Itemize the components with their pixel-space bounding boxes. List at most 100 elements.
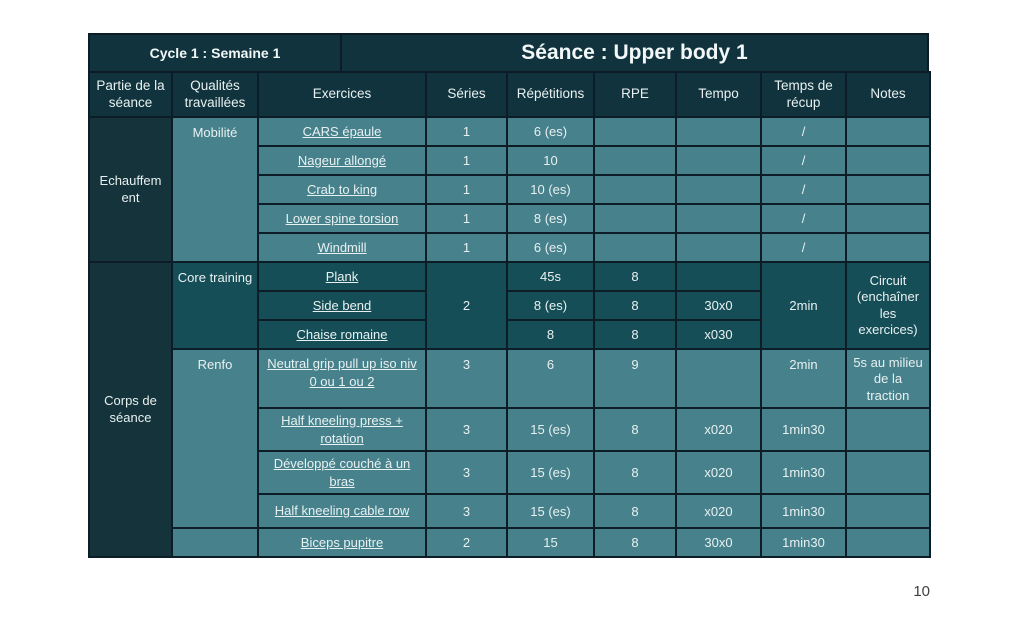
exercise-cell: Plank [257, 261, 427, 292]
exercise-link[interactable]: Plank [325, 268, 359, 284]
exercise-cell: Side bend [257, 290, 427, 321]
rpe-cell: 8 [593, 527, 677, 558]
exercise-cell: Nageur allongé [257, 145, 427, 176]
reps-cell: 15 (es) [506, 450, 595, 495]
recovery-cell: / [760, 203, 847, 234]
recovery-cell: 1min30 [760, 527, 847, 558]
recovery-cell: / [760, 174, 847, 205]
tempo-cell: x020 [675, 493, 762, 529]
recovery-cell: / [760, 145, 847, 176]
exercise-link[interactable]: Half kneeling cable row [274, 503, 410, 519]
rpe-cell: 8 [593, 407, 677, 452]
session-title: Séance : Upper body 1 [341, 33, 929, 73]
reps-cell: 15 (es) [506, 493, 595, 529]
recovery-cell: 1min30 [760, 450, 847, 495]
exercise-link[interactable]: Chaise romaine [296, 326, 388, 342]
exercise-link[interactable]: Half kneeling press + rotation [281, 412, 403, 446]
rpe-cell [593, 145, 677, 176]
tempo-cell [675, 174, 762, 205]
table-row: Corps de séance Core training Plank 2 45… [88, 261, 931, 558]
table-row: Développé couché à un bras 3 15 (es) 8 x… [89, 450, 931, 495]
rpe-cell [593, 174, 677, 205]
reps-cell: 6 (es) [506, 232, 595, 263]
notes-cell: 5s au milieu de la traction [845, 348, 931, 409]
column-header-row: Partie de la séance Qualités travaillées… [88, 71, 931, 118]
series-cell: 3 [425, 348, 508, 409]
col-header-recup: Temps de récup [760, 71, 847, 118]
section-corps-de-seance: Corps de séance [88, 261, 173, 558]
series-cell: 1 [425, 145, 508, 176]
col-header-notes: Notes [845, 71, 931, 118]
quality-renfo: Renfo [171, 348, 259, 529]
notes-cell [845, 174, 931, 205]
table-row: Renfo Neutral grip pull up iso niv 0 ou … [89, 348, 931, 529]
tempo-cell: 30x0 [675, 290, 762, 321]
workout-table: Partie de la séance Qualités travaillées… [88, 71, 931, 558]
series-cell: 3 [425, 407, 508, 452]
rpe-cell: 9 [593, 348, 677, 409]
tempo-cell [675, 348, 762, 409]
notes-cell [845, 116, 931, 147]
tempo-cell [675, 261, 762, 292]
notes-cell: Circuit (enchaîner les exercices) [845, 261, 931, 350]
exercise-link[interactable]: Side bend [312, 297, 372, 313]
exercise-cell: Biceps pupitre [257, 527, 427, 558]
exercise-link[interactable]: CARS épaule [302, 123, 382, 139]
rpe-cell: 8 [593, 319, 677, 350]
recovery-cell: 1min30 [760, 407, 847, 452]
tempo-cell: 30x0 [675, 527, 762, 558]
exercise-link[interactable]: Windmill [317, 239, 367, 255]
tempo-cell: x030 [675, 319, 762, 350]
series-cell: 1 [425, 116, 508, 147]
table-row: Biceps pupitre 2 15 8 30x0 1min30 [89, 527, 931, 558]
table-title-bar: Cycle 1 : Semaine 1 Séance : Upper body … [88, 33, 929, 73]
table-row: Echauffem ent Mobilité CARS épaule 1 6 (… [88, 116, 931, 263]
col-header-repetitions: Répétitions [506, 71, 595, 118]
rpe-cell: 8 [593, 261, 677, 292]
exercise-cell: Neutral grip pull up iso niv 0 ou 1 ou 2 [257, 348, 427, 409]
tempo-cell [675, 203, 762, 234]
exercise-link[interactable]: Neutral grip pull up iso niv 0 ou 1 ou 2 [267, 356, 417, 389]
series-cell: 1 [425, 232, 508, 263]
notes-cell [845, 407, 931, 452]
notes-cell [845, 145, 931, 176]
quality-core-training: Core training [171, 261, 259, 350]
table-row: Windmill 1 6 (es) / [89, 232, 931, 263]
rpe-cell [593, 116, 677, 147]
section-echauffement: Echauffem ent [88, 116, 173, 263]
reps-cell: 8 (es) [506, 203, 595, 234]
exercise-cell: Half kneeling cable row [257, 493, 427, 529]
col-header-exercices: Exercices [257, 71, 427, 118]
series-cell: 3 [425, 450, 508, 495]
notes-cell [845, 450, 931, 495]
exercise-link[interactable]: Crab to king [306, 181, 378, 197]
exercise-link[interactable]: Biceps pupitre [300, 534, 384, 550]
col-header-rpe: RPE [593, 71, 677, 118]
exercise-cell: Crab to king [257, 174, 427, 205]
reps-cell: 8 [506, 319, 595, 350]
recovery-cell: 1min30 [760, 493, 847, 529]
reps-cell: 10 [506, 145, 595, 176]
exercise-link[interactable]: Lower spine torsion [285, 210, 399, 226]
exercise-cell: Windmill [257, 232, 427, 263]
tempo-cell: x020 [675, 450, 762, 495]
reps-cell: 6 [506, 348, 595, 409]
tempo-cell [675, 232, 762, 263]
notes-cell [845, 493, 931, 529]
exercise-link[interactable]: Nageur allongé [297, 152, 387, 168]
recovery-cell: 2min [760, 348, 847, 409]
series-cell: 2 [425, 527, 508, 558]
reps-cell: 15 [506, 527, 595, 558]
tempo-cell [675, 116, 762, 147]
rpe-cell [593, 232, 677, 263]
reps-cell: 8 (es) [506, 290, 595, 321]
col-header-tempo: Tempo [675, 71, 762, 118]
table-row: Crab to king 1 10 (es) / [89, 174, 931, 205]
series-cell: 1 [425, 174, 508, 205]
tempo-cell [675, 145, 762, 176]
exercise-cell: Lower spine torsion [257, 203, 427, 234]
exercise-link[interactable]: Développé couché à un bras [273, 455, 411, 489]
rpe-cell: 8 [593, 450, 677, 495]
notes-cell [845, 203, 931, 234]
exercise-cell: Half kneeling press + rotation [257, 407, 427, 452]
